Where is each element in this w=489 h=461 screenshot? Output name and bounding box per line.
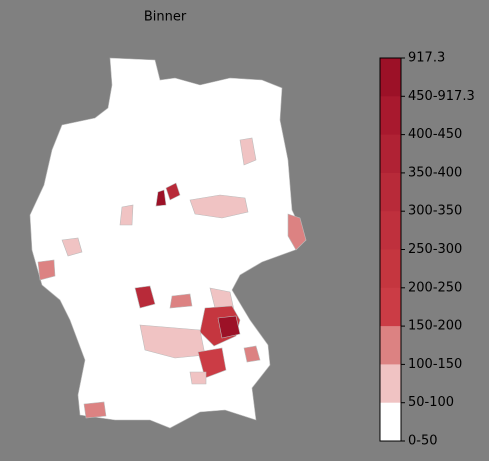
colorbar-label: 450-917.3 bbox=[408, 89, 475, 104]
region bbox=[243, 345, 261, 363]
region bbox=[287, 213, 307, 251]
region bbox=[37, 259, 56, 281]
region bbox=[169, 293, 193, 309]
colorbar-bin bbox=[380, 134, 401, 174]
colorbar-bin bbox=[380, 211, 401, 250]
colorbar-bin bbox=[380, 96, 401, 136]
map-title: Binner bbox=[144, 10, 187, 25]
colorbar-label: 50-100 bbox=[408, 395, 454, 410]
colorbar-bin bbox=[380, 287, 401, 327]
region bbox=[189, 194, 249, 219]
colorbar-label: 350-400 bbox=[408, 165, 462, 180]
colorbar-label: 250-300 bbox=[408, 242, 462, 257]
colorbar-label: 400-450 bbox=[408, 127, 462, 142]
colorbar-label: 100-150 bbox=[408, 357, 462, 372]
colorbar-bin bbox=[380, 326, 401, 365]
region bbox=[239, 137, 257, 166]
colorbar-bin bbox=[380, 364, 401, 404]
region bbox=[139, 324, 206, 359]
colorbar-frame bbox=[379, 57, 402, 442]
colorbar-bin bbox=[380, 249, 401, 289]
colorbar-label: 0-50 bbox=[408, 434, 438, 449]
region bbox=[165, 182, 181, 201]
colorbar-label: 300-350 bbox=[408, 204, 462, 219]
region bbox=[155, 189, 167, 207]
region bbox=[217, 315, 241, 339]
colorbar-label: 150-200 bbox=[408, 319, 462, 334]
colorbar-label: 200-250 bbox=[408, 280, 462, 295]
colorbar: 917.3 450-917.3 400-450 350-400 300-350 250-3… bbox=[380, 51, 475, 449]
region bbox=[189, 371, 207, 385]
region bbox=[83, 401, 107, 419]
colorbar-bin bbox=[380, 172, 401, 212]
country-outline bbox=[29, 57, 307, 429]
germany-map bbox=[29, 57, 307, 429]
colorbar-bin bbox=[380, 58, 401, 97]
colorbar-bin bbox=[380, 402, 401, 442]
region bbox=[197, 347, 227, 379]
region bbox=[61, 237, 83, 257]
region bbox=[119, 204, 134, 226]
region bbox=[134, 285, 156, 309]
colorbar-label: 917.3 bbox=[408, 51, 445, 66]
